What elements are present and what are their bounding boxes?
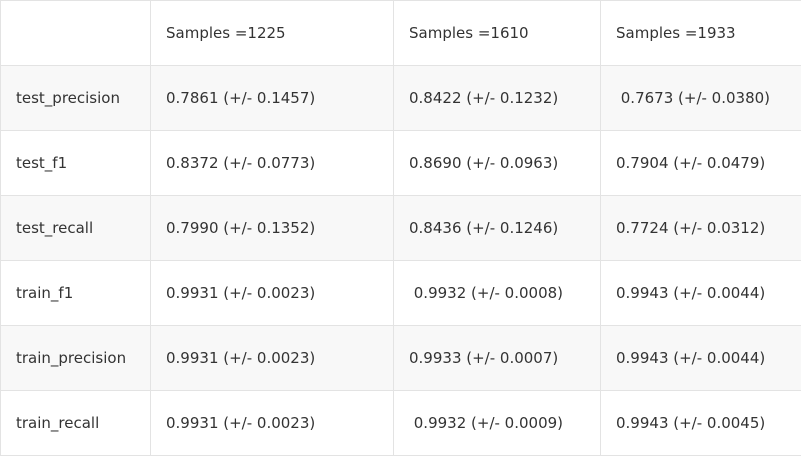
cell: 0.7724 (+/- 0.0312): [600, 195, 801, 261]
row: test_recall 0.7990 (+/- 0.1352) 0.8436 (+/…: [0, 195, 801, 261]
cell: 0.7673 (+/- 0.0380): [600, 65, 801, 131]
cell: 0.8422 (+/- 0.1232): [393, 65, 601, 131]
cell: 0.7861 (+/- 0.1457): [150, 65, 394, 131]
cell: 0.7904 (+/- 0.0479): [600, 130, 801, 196]
cell: train_recall: [0, 390, 151, 456]
cell: 0.7990 (+/- 0.1352): [150, 195, 394, 261]
cell: 0.9943 (+/- 0.0045): [600, 390, 801, 456]
row: train_f1 0.9931 (+/- 0.0023) 0.9932 (+/- …: [0, 260, 801, 326]
cell: 0.9931 (+/- 0.0023): [150, 390, 394, 456]
row: train_precision 0.9931 (+/- 0.0023) 0.9933…: [0, 325, 801, 391]
cell: [0, 0, 151, 66]
row: test_precision 0.7861 (+/- 0.1457) 0.8422 …: [0, 65, 801, 131]
cell: 0.9931 (+/- 0.0023): [150, 325, 394, 391]
cell: train_f1: [0, 260, 151, 326]
cell: 0.9932 (+/- 0.0008): [393, 260, 601, 326]
cell: train_precision: [0, 325, 151, 391]
cell: 0.8436 (+/- 0.1246): [393, 195, 601, 261]
cell: 0.9943 (+/- 0.0044): [600, 325, 801, 391]
cell: 0.8372 (+/- 0.0773): [150, 130, 394, 196]
row: train_recall 0.9931 (+/- 0.0023) 0.9932 (…: [0, 390, 801, 456]
row: test_f1 0.8372 (+/- 0.0773) 0.8690 (+/- 0.…: [0, 130, 801, 196]
cell: Samples =1933: [600, 0, 801, 66]
cell: test_precision: [0, 65, 151, 131]
cell: 0.9933 (+/- 0.0007): [393, 325, 601, 391]
cell: Samples =1225: [150, 0, 394, 66]
cell: test_f1: [0, 130, 151, 196]
header-row: Samples =1225 Samples =1610 Samples =1933: [0, 0, 801, 66]
cell: 0.9943 (+/- 0.0044): [600, 260, 801, 326]
cell: 0.9932 (+/- 0.0009): [393, 390, 601, 456]
cell: 0.9931 (+/- 0.0023): [150, 260, 394, 326]
cell: test_recall: [0, 195, 151, 261]
cell: Samples =1610: [393, 0, 601, 66]
cell: 0.8690 (+/- 0.0963): [393, 130, 601, 196]
